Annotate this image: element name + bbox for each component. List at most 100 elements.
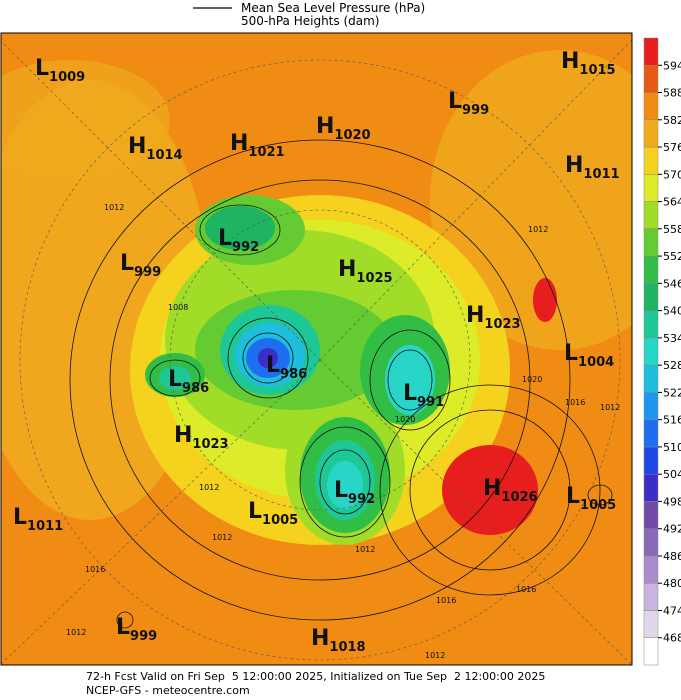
pressure-center: L991 [403,381,444,410]
colorbar-box [643,610,659,638]
pressure-center: L999 [448,89,489,118]
colorbar-label: 594 [663,59,681,72]
colorbar-label: 552 [663,250,681,263]
colorbar-label: 576 [663,141,681,154]
colorbar-box [643,473,659,502]
colorbar-label: 582 [663,114,681,127]
colorbar-label: 504 [663,468,681,481]
pressure-center: L1009 [35,56,85,85]
center-value: 999 [130,629,157,644]
colorbar-box [643,392,659,420]
colorbar-label: 534 [663,332,681,345]
center-type: L [218,226,232,251]
center-value: 1011 [583,167,619,182]
colorbar-box [643,228,659,257]
contour-label: 1012 [600,403,620,412]
pressure-center: H1023 [466,303,521,332]
center-value: 1005 [262,513,298,528]
colorbar-box [643,255,659,284]
contour-label: 1020 [522,375,542,384]
map-frame [0,32,633,666]
pressure-center: H1015 [561,49,616,78]
colorbar-label: 564 [663,196,681,209]
colorbar-box [643,419,659,448]
center-value: 1021 [248,145,284,160]
colorbar-box [643,283,659,311]
center-type: L [566,484,580,509]
contour-label: 1012 [199,483,219,492]
colorbar-label: 510 [663,441,681,454]
center-type: L [120,251,134,276]
center-value: 992 [348,492,375,507]
pressure-center: H1023 [174,423,229,452]
center-type: L [248,499,262,524]
contour-label: 1016 [516,585,536,594]
colorbar-label: 516 [663,414,681,427]
center-value: 986 [182,381,209,396]
pressure-center: H1026 [483,476,538,505]
center-type: H [483,476,501,501]
colorbar-box [643,582,659,611]
center-value: 1011 [27,519,63,534]
pressure-center: H1018 [311,626,366,655]
colorbar-box [643,555,659,584]
center-type: L [334,478,348,503]
pressure-center: H1025 [338,257,393,286]
contour-label: 1008 [168,303,188,312]
colorbar-label: 570 [663,168,681,181]
center-value: 999 [134,265,161,280]
center-type: H [338,257,356,282]
center-value: 986 [280,367,307,382]
center-type: L [168,367,182,392]
colorbar-box [643,446,659,475]
center-type: L [116,615,130,640]
center-value: 1026 [501,490,537,505]
colorbar-box [643,201,659,230]
center-value: 1009 [49,70,85,85]
center-value: 991 [417,395,444,410]
colorbar: 468 474 480 486 492 498 504 510 516 522 528 534 540 5… [643,37,681,666]
center-type: L [266,353,280,378]
colorbar-box [643,37,659,66]
center-type: H [561,49,579,74]
pressure-center: L1011 [13,505,63,534]
colorbar-box [643,364,659,393]
colorbar-label: 498 [663,495,681,508]
center-type: L [564,341,578,366]
footer-line: 72-h Fcst Valid on Fri Sep 5 12:00:00 20… [86,670,545,683]
pressure-center: L1004 [564,341,614,370]
footer: 72-h Fcst Valid on Fri Sep 5 12:00:00 20… [86,670,545,697]
pressure-center: L1005 [248,499,298,528]
center-value: 1025 [356,271,392,286]
colorbar-box [643,92,659,121]
header-line: 500-hPa Heights (dam) [241,14,379,28]
center-value: 1015 [579,63,615,78]
colorbar-label: 492 [663,523,681,536]
colorbar-box [643,528,659,557]
contour-label: 1016 [565,398,585,407]
colorbar-box [643,337,659,366]
pressure-center: L1005 [566,484,616,513]
pressure-center: L999 [116,615,157,644]
center-type: H [174,423,192,448]
pressure-center: L986 [168,367,209,396]
pressure-center: H1014 [128,134,183,163]
colorbar-label: 522 [663,386,681,399]
colorbar-box [643,146,659,175]
pressure-center: L992 [334,478,375,507]
pressure-center: L999 [120,251,161,280]
colorbar-label: 588 [663,87,681,100]
contour-labels: 1012 1012 1012 1012 1012 1012 1012 1016 1016 1016… [66,203,620,660]
center-value: 1005 [580,498,616,513]
colorbar-label: 540 [663,305,681,318]
colorbar-label: 480 [663,577,681,590]
header: Mean Sea Level Pressure (hPa) 500-hPa He… [193,1,425,28]
contour-label: 1016 [85,565,105,574]
colorbar-label: 558 [663,223,681,236]
contour-label: 1012 [104,203,124,212]
center-value: 1023 [484,317,520,332]
colorbar-box [643,174,659,202]
pressure-center: L992 [218,226,259,255]
center-type: L [13,505,27,530]
